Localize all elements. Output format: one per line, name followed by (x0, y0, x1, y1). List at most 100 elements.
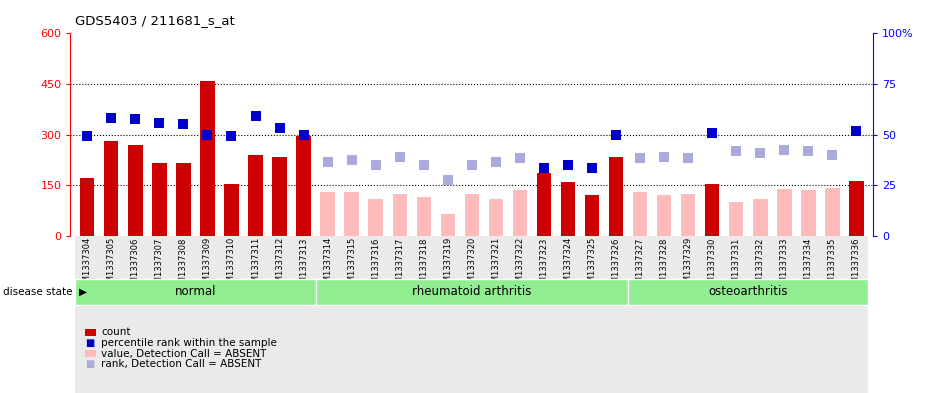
Bar (748, 236, 772, 393)
Point (681, 155, 696, 162)
Text: osteoarthritis: osteoarthritis (709, 285, 788, 298)
Text: GDS5403 / 211681_s_at: GDS5403 / 211681_s_at (75, 14, 235, 27)
Point (152, 119, 167, 126)
Bar (152, 163, 166, 236)
Bar (243, 236, 268, 393)
Bar (849, 181, 864, 236)
Bar (724, 236, 748, 393)
Bar (224, 184, 239, 236)
Bar (368, 199, 383, 236)
Bar (128, 145, 143, 236)
Bar (801, 190, 816, 236)
Bar (100, 236, 123, 393)
Point (777, 147, 792, 153)
Point (393, 153, 408, 160)
Bar (796, 236, 821, 393)
Point (272, 125, 287, 131)
Bar (705, 184, 719, 236)
Point (465, 162, 480, 168)
Bar (220, 236, 243, 393)
Bar (821, 236, 844, 393)
Bar (340, 236, 363, 393)
Point (824, 152, 839, 158)
Point (536, 165, 551, 171)
Bar (460, 236, 484, 393)
Point (849, 128, 864, 134)
Bar (729, 202, 744, 236)
Bar (80, 178, 95, 236)
Bar (753, 199, 767, 236)
Point (608, 131, 623, 138)
Text: normal: normal (175, 285, 216, 298)
Bar (484, 236, 508, 393)
Point (584, 165, 599, 171)
Text: percentile rank within the sample: percentile rank within the sample (101, 338, 277, 348)
Text: count: count (101, 327, 131, 338)
Text: rank, Detection Call = ABSENT: rank, Detection Call = ABSENT (101, 359, 262, 369)
Point (633, 155, 648, 162)
Point (104, 115, 119, 121)
Bar (200, 81, 215, 236)
Bar (676, 236, 700, 393)
Point (561, 162, 576, 168)
Bar (844, 236, 869, 393)
Bar (172, 236, 195, 393)
Bar (436, 236, 460, 393)
Point (704, 130, 719, 136)
Bar (508, 236, 531, 393)
Bar (585, 195, 599, 236)
Bar (604, 236, 628, 393)
Bar (657, 195, 671, 236)
Bar (393, 194, 407, 236)
Bar (147, 236, 172, 393)
Bar (363, 236, 388, 393)
Point (656, 153, 671, 160)
Bar (513, 190, 527, 236)
Text: ■: ■ (85, 359, 95, 369)
Bar (412, 236, 436, 393)
Bar (772, 236, 796, 393)
Bar (777, 189, 792, 236)
Bar (388, 236, 412, 393)
Bar (248, 155, 263, 236)
Point (488, 158, 503, 165)
Point (176, 121, 191, 128)
Bar (700, 236, 724, 393)
Point (200, 131, 215, 138)
Bar (465, 194, 479, 236)
Point (416, 162, 431, 168)
Point (128, 116, 143, 123)
Text: disease state  ▶: disease state ▶ (3, 287, 86, 297)
Bar (272, 156, 286, 236)
Bar (561, 182, 576, 236)
Bar (320, 192, 335, 236)
Point (224, 133, 239, 140)
Bar (531, 236, 556, 393)
Bar (292, 236, 316, 393)
Point (801, 148, 816, 154)
Bar (440, 214, 455, 236)
Point (80, 133, 95, 140)
Text: ■: ■ (85, 338, 95, 348)
Point (345, 157, 360, 163)
Bar (268, 236, 292, 393)
Point (320, 158, 335, 165)
Point (248, 113, 263, 119)
Point (729, 148, 744, 154)
Bar (633, 192, 647, 236)
Bar (608, 156, 623, 236)
Bar (652, 236, 676, 393)
Bar (417, 197, 431, 236)
Bar (628, 236, 652, 393)
Point (513, 155, 528, 162)
Point (753, 150, 768, 156)
Bar (297, 136, 311, 236)
Bar (123, 236, 147, 393)
Bar (104, 141, 118, 236)
Bar (681, 194, 696, 236)
Bar (580, 236, 604, 393)
Bar (195, 236, 220, 393)
Point (368, 162, 383, 168)
Bar (316, 236, 340, 393)
Bar (177, 163, 191, 236)
